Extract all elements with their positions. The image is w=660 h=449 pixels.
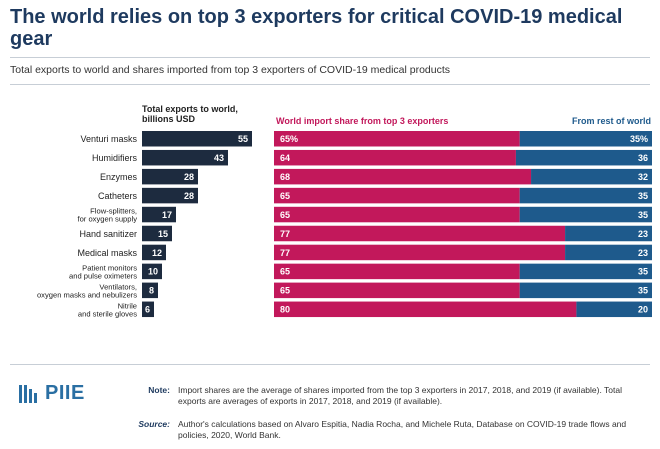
exports-header-line-2: billions USD: [142, 114, 196, 124]
category-label: Humidifiers: [92, 153, 138, 163]
share-label-top3: 80: [280, 305, 290, 315]
share-label-top3: 65: [280, 286, 290, 296]
subtitle-divider: [10, 84, 650, 85]
note-label: Note:: [148, 385, 170, 395]
export-bar: [142, 206, 176, 223]
export-value-label: 8: [149, 286, 154, 296]
share-bar-top3: [274, 225, 566, 242]
export-value-label: 6: [145, 305, 150, 315]
export-bar: [142, 168, 198, 185]
share-bar-top3: [274, 149, 516, 166]
share-bar-rest: [519, 282, 652, 299]
export-bar: [142, 225, 172, 242]
share-label-rest: 23: [638, 229, 648, 239]
share-bar-rest: [565, 244, 652, 261]
share-bar-top3: [274, 263, 520, 280]
export-value-label: 17: [162, 210, 172, 220]
share-label-rest: 20: [638, 305, 648, 315]
share-bar-rest: [519, 263, 652, 280]
chart-subtitle: Total exports to world and shares import…: [10, 64, 451, 76]
share-bar-rest: [531, 168, 652, 185]
share-header-rest: From rest of world: [572, 116, 651, 126]
share-label-top3: 68: [280, 172, 290, 182]
share-bar-top3: [274, 282, 520, 299]
export-bar: [142, 244, 166, 261]
share-label-top3: 65: [280, 191, 290, 201]
share-label-rest: 32: [638, 172, 648, 182]
share-bar-top3: [274, 131, 520, 147]
source-text: Author's calculations based on Alvaro Es…: [178, 419, 627, 440]
export-value-label: 43: [214, 153, 224, 163]
share-bar-top3: [274, 244, 566, 261]
piie-logo-icon: [19, 384, 37, 403]
category-label: Enzymes: [100, 172, 138, 182]
share-label-rest: 35%: [630, 134, 648, 144]
share-bar-top3: [274, 301, 577, 318]
share-bar-rest: [515, 149, 652, 166]
category-label-line-2: and sterile gloves: [78, 309, 137, 318]
share-label-top3: 64: [280, 153, 290, 163]
share-header-top3: World import share from top 3 exporters: [276, 116, 448, 126]
share-label-top3: 65: [280, 267, 290, 277]
export-value-label: 55: [238, 134, 248, 144]
source-label: Source:: [138, 419, 170, 429]
share-label-top3: 65%: [280, 134, 298, 144]
share-label-rest: 35: [638, 267, 648, 277]
piie-logo-text: PIIE: [45, 382, 85, 404]
share-label-rest: 36: [638, 153, 648, 163]
category-label: Venturi masks: [80, 134, 137, 144]
share-label-rest: 35: [638, 286, 648, 296]
share-label-rest: 35: [638, 191, 648, 201]
category-label-line-2: for oxygen supply: [77, 215, 137, 224]
category-label: Catheters: [98, 191, 138, 201]
chart-title: The world relies on top 3 exporters for …: [10, 6, 623, 50]
export-bar: [142, 131, 252, 147]
export-value-label: 28: [184, 191, 194, 201]
export-bar: [142, 187, 198, 204]
category-label-line-2: oxygen masks and nebulizers: [37, 290, 137, 299]
share-label-top3: 77: [280, 229, 290, 239]
footer-divider: [10, 364, 650, 365]
category-label-line-1: Nitrile: [118, 301, 137, 310]
title-divider: [10, 57, 650, 58]
export-value-label: 12: [152, 248, 162, 258]
share-label-rest: 23: [638, 248, 648, 258]
share-bar-rest: [519, 131, 652, 147]
piie-logo: PIIE: [18, 382, 85, 405]
share-bar-rest: [519, 206, 652, 223]
share-label-top3: 77: [280, 248, 290, 258]
category-label-line-1: Flow-splitters,: [90, 207, 137, 216]
share-bar-rest: [565, 225, 652, 242]
chart-canvas: Total exports to world,billions USD World…: [37, 104, 652, 318]
note-text: Import shares are the average of shares …: [178, 385, 622, 406]
export-bar: [142, 282, 158, 299]
export-value-label: 10: [148, 267, 158, 277]
category-label: Medical masks: [77, 248, 137, 258]
export-value-label: 28: [184, 172, 194, 182]
export-value-label: 15: [158, 229, 168, 239]
share-label-top3: 65: [280, 210, 290, 220]
export-bar: [142, 301, 154, 318]
category-label-line-1: Ventilators,: [99, 282, 137, 291]
share-bar-rest: [576, 301, 652, 318]
category-label-line-1: Patient monitors: [82, 263, 137, 272]
export-bar: [142, 263, 162, 280]
share-bar-top3: [274, 168, 532, 185]
share-bar-rest: [519, 187, 652, 204]
share-label-rest: 35: [638, 210, 648, 220]
share-bar-top3: [274, 206, 520, 223]
category-label: Hand sanitizer: [79, 229, 137, 239]
export-bar: [142, 149, 228, 166]
category-label-line-2: and pulse oximeters: [69, 271, 137, 280]
share-bar-top3: [274, 187, 520, 204]
exports-header-line-1: Total exports to world,: [142, 104, 238, 114]
